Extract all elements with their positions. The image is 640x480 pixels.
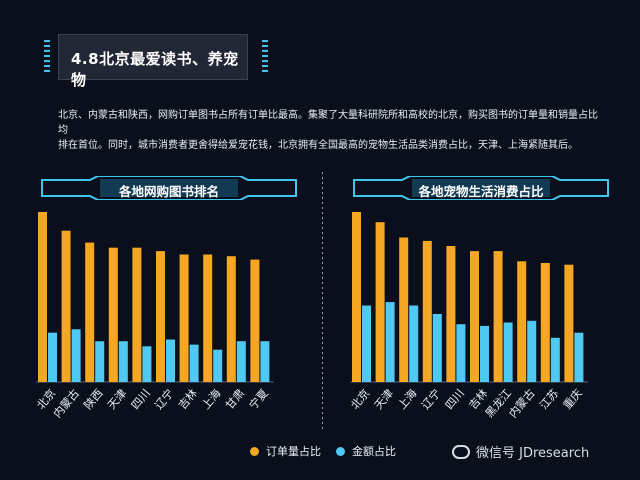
chart1-bar-orders-9 bbox=[226, 256, 236, 382]
title-decoration-right bbox=[262, 40, 268, 74]
chart1-category-label-4: 天津 bbox=[105, 387, 129, 412]
chart2-bar-amount-10 bbox=[574, 332, 584, 382]
chart2-category-label-5: 四川 bbox=[443, 387, 467, 412]
chart2-bar-amount-9 bbox=[550, 337, 560, 382]
section-title-box: 4.8北京最爱读书、养宠物 bbox=[58, 34, 248, 89]
chart1-bar-amount-4 bbox=[118, 341, 128, 382]
chart2-bar-amount-4 bbox=[432, 314, 442, 382]
intro-line-2: 排在首位。同时，城市消费者更舍得给爱宠花钱，北京拥有全国最高的宠物生活品类消费占… bbox=[58, 140, 578, 151]
chart2-bar-amount-5 bbox=[456, 324, 466, 382]
chart2-bar-orders-9 bbox=[540, 263, 550, 382]
chart1-bar-orders-3 bbox=[85, 242, 95, 382]
chart2-bar-amount-3 bbox=[409, 305, 419, 382]
chart1-bar-amount-10 bbox=[260, 341, 270, 382]
chart1-bar-orders-10 bbox=[250, 259, 260, 382]
title-decoration-left bbox=[44, 40, 50, 74]
chart2-bar-orders-7 bbox=[493, 251, 503, 382]
chart2-category-label-8: 内蒙古 bbox=[506, 386, 538, 420]
chart1-bar-orders-7 bbox=[179, 254, 189, 382]
watermark-text: 微信号 JDresearch bbox=[476, 446, 590, 461]
chart1-title: 各地网购图书排名 bbox=[118, 184, 219, 199]
legend-amount: 金额占比 bbox=[336, 443, 396, 459]
chart1-bar-orders-2 bbox=[61, 230, 71, 382]
legend-orders-swatch bbox=[250, 446, 259, 456]
chart2-bar-amount-8 bbox=[527, 320, 537, 382]
chart1-bar-amount-5 bbox=[142, 346, 152, 382]
section-title: 4.8北京最爱读书、养宠物 bbox=[71, 50, 239, 89]
chart2-bar-orders-4 bbox=[422, 240, 432, 382]
chart1-category-label-7: 吉林 bbox=[175, 386, 200, 412]
chart1-bar-amount-1 bbox=[48, 332, 57, 382]
chart2-bar-orders-8 bbox=[517, 261, 527, 382]
chart1-category-label-10: 宁夏 bbox=[246, 386, 271, 412]
chart2-title: 各地宠物生活消费占比 bbox=[418, 184, 544, 199]
intro-line-1: 北京、内蒙古和陕西，网购订单图书占所有订单比最高。集聚了大量科研院所和高校的北京… bbox=[58, 110, 598, 136]
wechat-icon bbox=[452, 444, 470, 459]
chart1-bar-orders-4 bbox=[108, 247, 118, 382]
chart2-category-label-10: 重庆 bbox=[560, 386, 585, 412]
chart1-banner: 各地网购图书排名 bbox=[40, 175, 298, 201]
chart-divider bbox=[322, 172, 323, 432]
legend-amount-swatch bbox=[336, 446, 345, 456]
chart1-bar-orders-1 bbox=[38, 212, 47, 382]
chart2-bar-orders-3 bbox=[399, 237, 409, 382]
legend-orders-label: 订单量占比 bbox=[266, 445, 321, 458]
chart1-bar-orders-5 bbox=[132, 247, 142, 382]
chart1-bar-orders-8 bbox=[203, 254, 213, 382]
chart2-banner: 各地宠物生活消费占比 bbox=[352, 175, 610, 201]
chart2-bar-amount-6 bbox=[480, 325, 489, 382]
chart1-bar-amount-8 bbox=[213, 349, 223, 382]
chart2-bar-amount-2 bbox=[385, 302, 395, 382]
legend-orders: 订单量占比 bbox=[250, 443, 321, 459]
chart1-bar-orders-6 bbox=[156, 251, 165, 382]
chart2-bar-orders-1 bbox=[352, 212, 361, 382]
intro-paragraph: 北京、内蒙古和陕西，网购订单图书占所有订单比最高。集聚了大量科研院所和高校的北京… bbox=[58, 108, 598, 153]
chart2-category-label-3: 上海 bbox=[395, 386, 420, 412]
chart1-bar-amount-9 bbox=[236, 341, 246, 382]
chart2-bar-orders-10 bbox=[564, 264, 574, 382]
chart1-bar-amount-6 bbox=[166, 339, 175, 382]
chart2-category-label-2: 天津 bbox=[372, 387, 396, 412]
chart1-bar-amount-3 bbox=[95, 341, 105, 382]
chart2-bar-orders-6 bbox=[470, 251, 479, 382]
chart2-category-label-9: 江苏 bbox=[537, 387, 561, 412]
watermark: 微信号 JDresearch bbox=[452, 442, 589, 461]
chart1-category-label-5: 四川 bbox=[129, 387, 153, 412]
chart2-bar-orders-5 bbox=[446, 246, 456, 382]
chart1-category-label-3: 陕西 bbox=[81, 386, 106, 412]
chart2-bar-orders-2 bbox=[375, 222, 385, 382]
chart1-bar-amount-7 bbox=[189, 344, 199, 382]
chart1-category-label-2: 内蒙古 bbox=[50, 386, 82, 420]
chart2-category-label-4: 辽宁 bbox=[418, 386, 443, 412]
chart2-bar-amount-1 bbox=[362, 305, 371, 382]
legend-amount-label: 金额占比 bbox=[352, 445, 396, 458]
chart1-bar-amount-2 bbox=[71, 329, 81, 382]
chart1-category-label-9: 甘肃 bbox=[223, 387, 247, 412]
chart2-category-label-1: 北京 bbox=[348, 386, 373, 412]
chart1-category-label-8: 上海 bbox=[199, 386, 224, 412]
chart2-bar-amount-7 bbox=[503, 322, 513, 382]
chart1-category-label-6: 辽宁 bbox=[152, 386, 177, 412]
